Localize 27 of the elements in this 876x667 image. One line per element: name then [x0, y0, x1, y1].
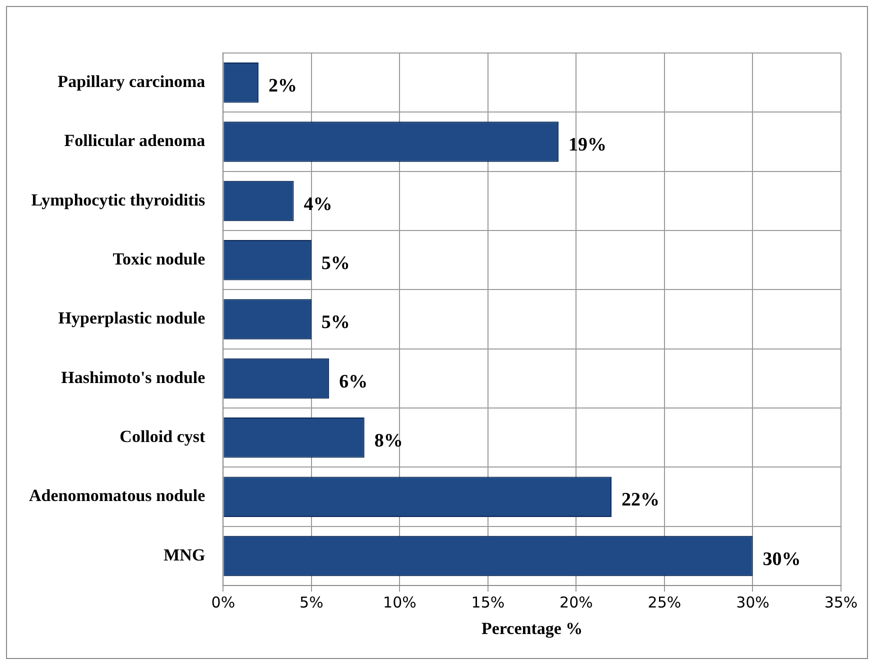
y-tick-label: MNG — [164, 545, 206, 564]
data-label: 5% — [321, 253, 350, 274]
y-tick-label: Adenomomatous nodule — [28, 486, 206, 506]
data-label: 4% — [304, 194, 332, 215]
x-tick-label: 0% — [211, 593, 236, 612]
x-tick-label: 15% — [471, 593, 505, 612]
y-tick-label: Lymphocytic thyroiditis — [31, 190, 206, 210]
y-tick-label: Toxic nodule — [112, 250, 206, 269]
data-label: 22% — [622, 490, 660, 511]
y-tick-label: Hyperplastic nodule — [58, 308, 206, 328]
y-tick-label: Hashimoto's nodule — [61, 368, 206, 387]
x-tick-label: 30% — [736, 593, 770, 612]
data-label: 30% — [762, 548, 801, 570]
x-tick-label: 35% — [824, 593, 858, 612]
data-label: 5% — [321, 312, 350, 334]
x-tick-label: 5% — [300, 593, 324, 612]
y-tick-label: Colloid cyst — [120, 427, 206, 446]
y-tick-label: Papillary carcinoma — [58, 72, 206, 91]
data-label: 2% — [268, 75, 297, 96]
x-tick-label: 10% — [383, 593, 416, 612]
y-tick-label: Follicular adenoma — [64, 131, 206, 150]
x-axis-title: Percentage % — [482, 619, 583, 638]
x-tick-label: 25% — [648, 593, 682, 612]
data-label: 8% — [374, 430, 403, 452]
data-label: 6% — [339, 371, 368, 392]
x-tick-label: 20% — [560, 593, 593, 612]
data-label: 19% — [568, 134, 607, 156]
